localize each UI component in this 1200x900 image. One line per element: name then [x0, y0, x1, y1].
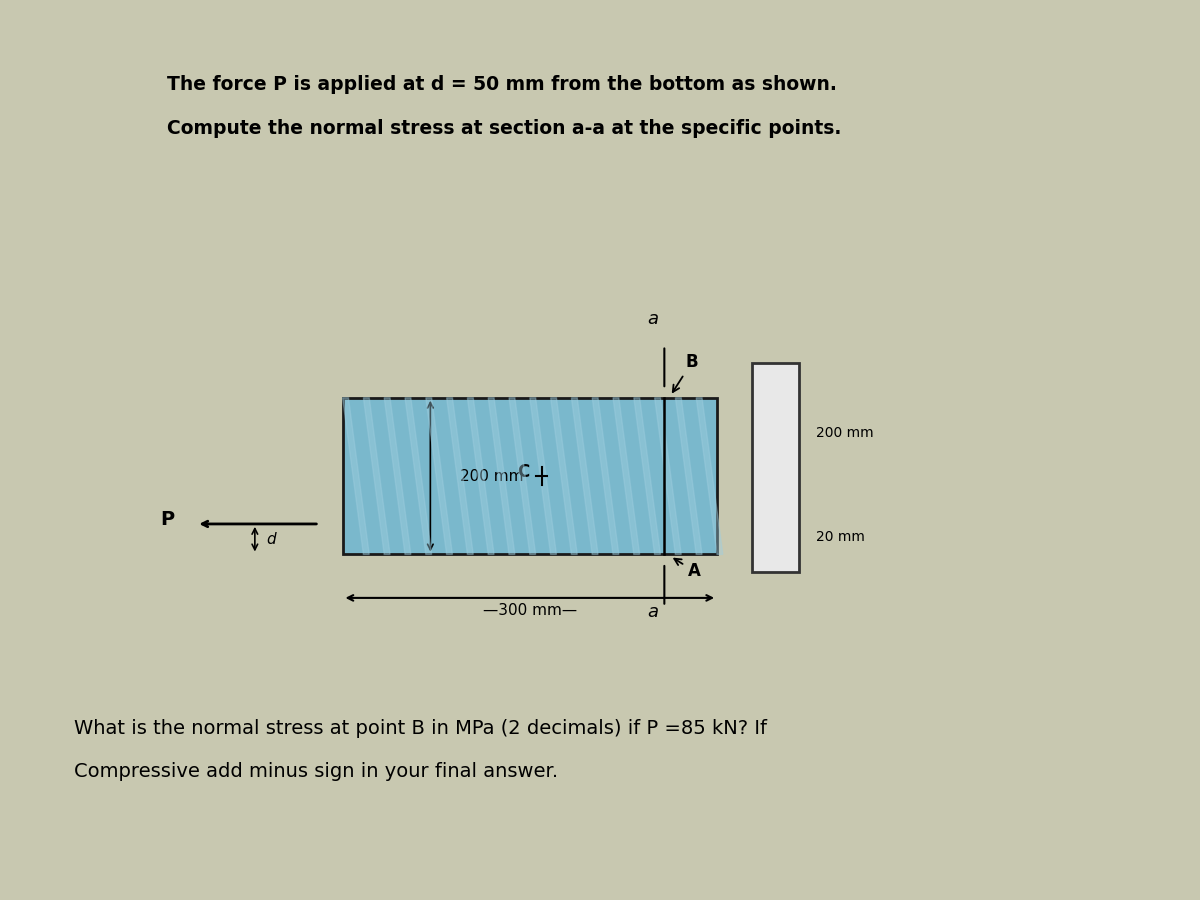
Text: P: P [160, 510, 174, 529]
Text: 200 mm: 200 mm [460, 469, 523, 483]
Text: 200 mm: 200 mm [816, 426, 874, 439]
Text: a: a [647, 603, 658, 621]
Polygon shape [343, 398, 370, 554]
Bar [343, 398, 718, 554]
Text: The force P is applied at d = 50 mm from the bottom as shown.: The force P is applied at d = 50 mm from… [167, 75, 836, 94]
Polygon shape [613, 398, 640, 554]
Polygon shape [593, 398, 619, 554]
Polygon shape [530, 398, 557, 554]
Polygon shape [364, 398, 390, 554]
Text: Compute the normal stress at section a-a at the specific points.: Compute the normal stress at section a-a… [167, 119, 841, 138]
Polygon shape [468, 398, 494, 554]
Text: C: C [517, 463, 530, 481]
Text: 20 mm: 20 mm [816, 530, 865, 544]
Text: a: a [647, 310, 658, 328]
Polygon shape [655, 398, 682, 554]
Text: d: d [266, 532, 276, 546]
Polygon shape [509, 398, 535, 554]
Polygon shape [384, 398, 410, 554]
Text: Compressive add minus sign in your final answer.: Compressive add minus sign in your final… [73, 762, 558, 781]
Polygon shape [571, 398, 598, 554]
Text: What is the normal stress at point B in MPa (2 decimals) if P =85 kN? If: What is the normal stress at point B in … [73, 719, 767, 738]
Polygon shape [446, 398, 473, 554]
Polygon shape [634, 398, 660, 554]
Polygon shape [676, 398, 702, 554]
Polygon shape [551, 398, 577, 554]
Text: B: B [673, 354, 698, 392]
Polygon shape [488, 398, 515, 554]
Bar [752, 363, 799, 572]
Text: A: A [674, 559, 701, 580]
Polygon shape [696, 398, 722, 554]
Text: —300 mm—: —300 mm— [482, 603, 577, 618]
Polygon shape [426, 398, 452, 554]
Polygon shape [406, 398, 432, 554]
